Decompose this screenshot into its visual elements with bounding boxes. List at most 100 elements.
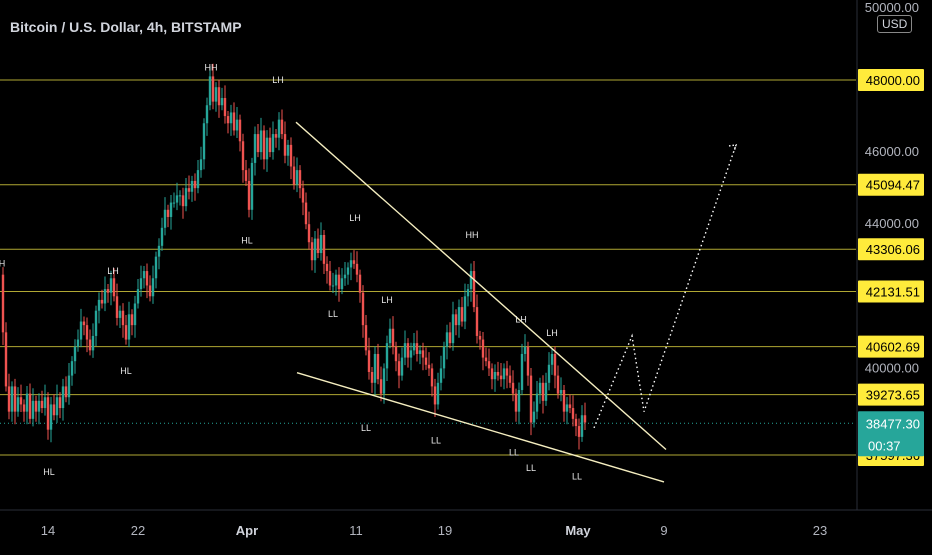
candle-body [91,335,95,351]
candle-body [133,303,137,326]
time-tick-label: 14 [41,523,55,538]
candle-body [100,299,104,304]
candle-body [280,119,284,135]
candles-group [1,63,587,450]
time-tick-label: 19 [438,523,452,538]
candle-body [244,170,248,181]
candle-body [25,393,29,412]
candle-body [202,123,206,160]
level-price-label: 42131.51 [866,285,920,300]
candle-body [175,195,179,203]
candle-body [430,368,434,387]
price-tick-label: 44000.00 [865,216,919,231]
level-price-label: 48000.00 [866,73,920,88]
candle-body [301,188,305,203]
level-price-tag [858,173,924,196]
time-tick-label: Apr [236,523,258,538]
candle-body [469,271,473,290]
candle-body [496,371,500,376]
candle-body [502,368,506,380]
candle-body [349,260,353,268]
candle-body [160,227,164,246]
candle-body [289,144,293,167]
swing-label: LL [431,435,441,445]
candle-body [490,368,494,380]
candle-body [232,112,236,131]
candle-body [166,209,170,217]
price-tick-label: 40000.00 [865,360,919,375]
candle-body [445,332,449,347]
trendline [296,372,665,483]
candle-body [442,346,446,369]
candle-body [205,105,209,124]
swing-label: LL [328,309,338,319]
candle-body [274,134,278,138]
time-tick-label: 22 [131,523,145,538]
candle-body [112,278,116,297]
candle-body [388,328,392,344]
currency-badge[interactable]: USD [877,15,913,33]
candle-body [373,353,377,383]
candle-body [529,375,533,423]
candle-body [118,310,122,318]
candle-body [271,134,275,153]
candle-body [343,274,347,279]
candle-body [151,278,155,297]
candle-body [475,307,479,336]
level-price-tag [858,280,924,303]
candle-body [298,170,302,189]
candle-body [55,397,59,416]
candle-body [82,321,86,326]
candle-body [16,397,20,412]
candle-body [154,256,158,279]
candle-body [79,321,83,340]
candle-body [265,137,269,160]
swing-label: HL [43,467,55,477]
level-price-tag [858,335,924,358]
candle-body [508,375,512,383]
candle-body [76,339,80,347]
candle-body [583,415,587,423]
swing-label: LH [349,213,361,223]
candle-body [361,292,365,326]
candle-body [43,397,47,409]
candle-body [550,353,554,365]
price-tick-label: 46000.00 [865,144,919,159]
candle-body [355,263,359,275]
candle-body [352,260,356,264]
candle-body [292,166,296,185]
level-price-tag [858,383,924,406]
candle-body [400,357,404,376]
level-price-tag [858,238,924,261]
candle-body [31,400,35,419]
candle-body [340,278,344,290]
candle-body [487,361,491,369]
candle-body [316,238,320,254]
candle-body [127,314,131,340]
candle-body [571,408,575,419]
candle-body [103,289,107,304]
candle-body [418,350,422,354]
candle-body [34,400,38,412]
candle-body [499,375,503,380]
candle-body [58,397,62,409]
candle-body [223,98,227,117]
candle-body [130,314,134,326]
candle-body [322,235,326,264]
candle-body [10,386,14,412]
candle-body [457,307,461,326]
candle-body [517,390,521,412]
candle-body [463,296,467,322]
candle-body [493,371,497,380]
projection-arrowhead [728,144,737,153]
swing-label: LH [546,328,558,338]
candle-body [136,289,140,304]
level-price-tag [858,69,924,91]
candle-body [19,397,23,405]
candle-body [568,404,572,409]
candle-body [94,310,98,336]
candle-body [580,415,584,437]
